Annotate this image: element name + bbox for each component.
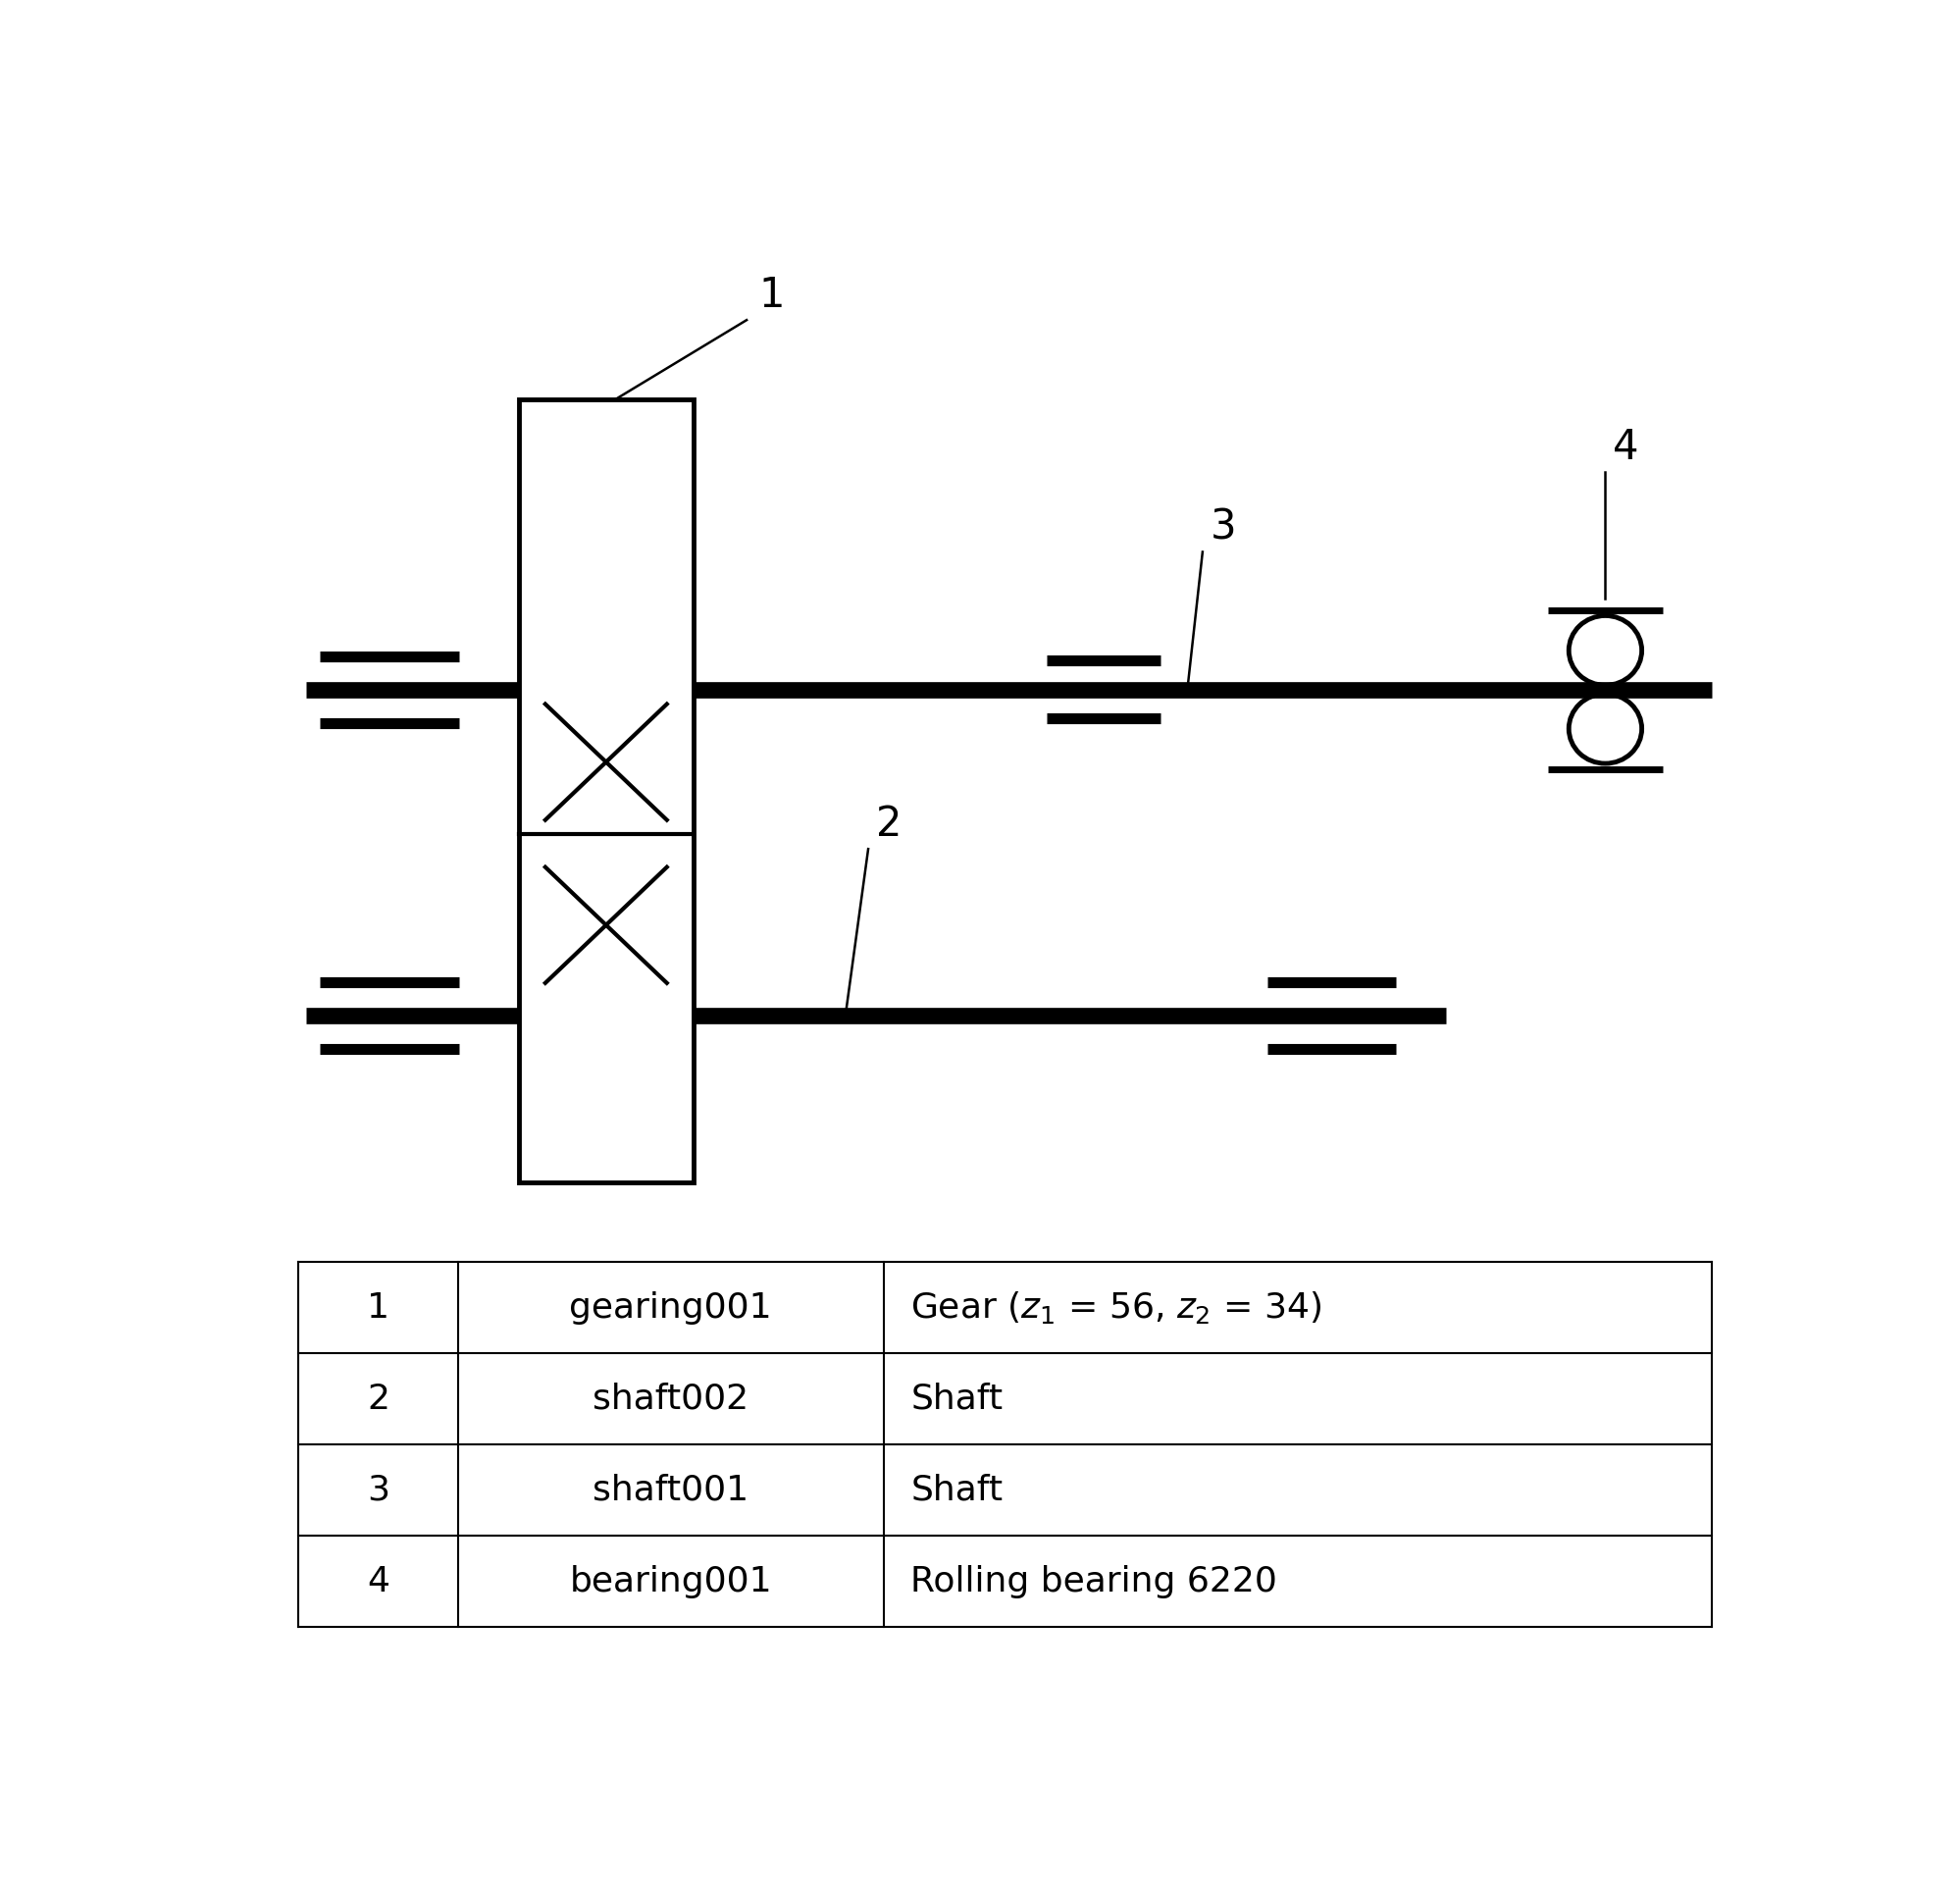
Text: 3: 3 — [1209, 506, 1235, 548]
Text: shaft002: shaft002 — [592, 1381, 749, 1415]
Text: 4: 4 — [1613, 427, 1639, 469]
Text: Gear ($z_1$ = 56, $z_2$ = 34): Gear ($z_1$ = 56, $z_2$ = 34) — [909, 1289, 1321, 1325]
Polygon shape — [517, 399, 694, 1182]
Text: 3: 3 — [367, 1474, 390, 1507]
Text: 1: 1 — [759, 275, 784, 316]
Text: 2: 2 — [367, 1381, 390, 1415]
Text: Shaft: Shaft — [909, 1474, 1004, 1507]
Text: 2: 2 — [876, 804, 902, 845]
Text: shaft001: shaft001 — [592, 1474, 749, 1507]
Text: Shaft: Shaft — [909, 1381, 1004, 1415]
Text: 1: 1 — [367, 1291, 390, 1325]
Text: Rolling bearing 6220: Rolling bearing 6220 — [909, 1564, 1276, 1598]
Text: bearing001: bearing001 — [568, 1564, 772, 1598]
Text: 4: 4 — [367, 1564, 390, 1598]
Text: gearing001: gearing001 — [568, 1291, 772, 1325]
